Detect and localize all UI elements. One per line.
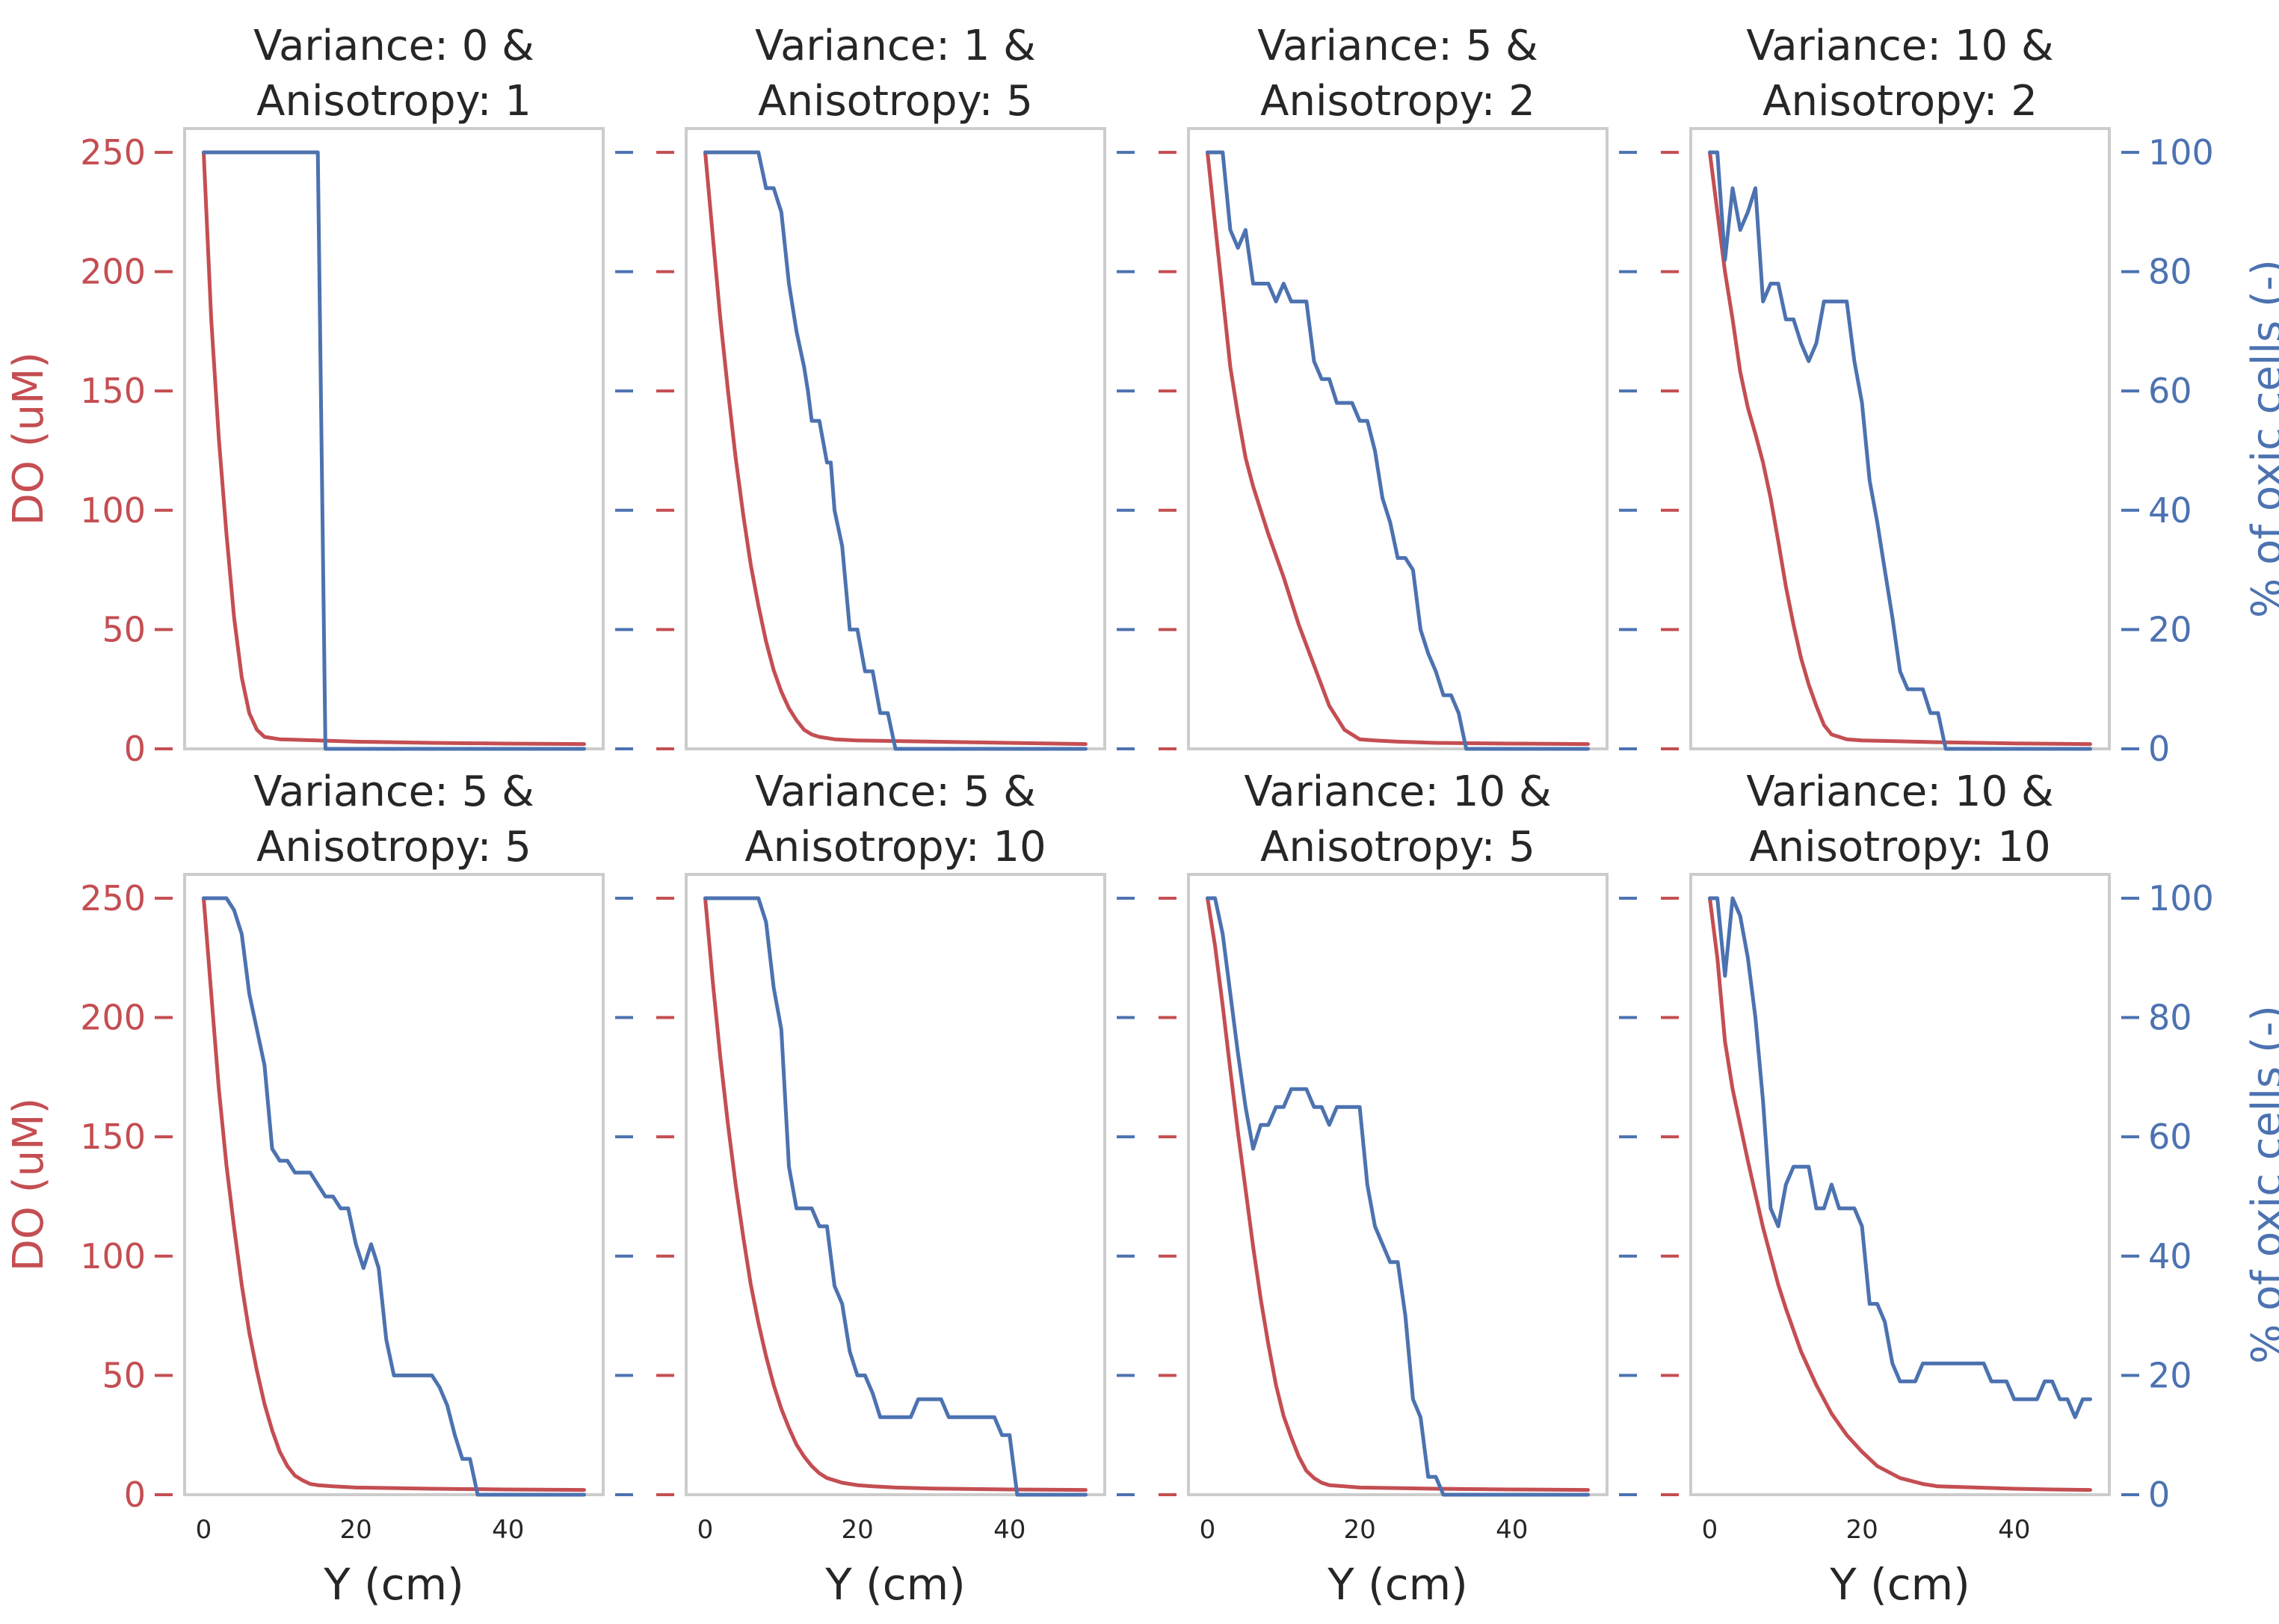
left-tick-label: 200 (80, 252, 146, 292)
x-tick-label: 40 (993, 1515, 1026, 1545)
y-axis-label-right: % of oxic cells (-) (2243, 259, 2279, 618)
left-tick-label: 200 (80, 998, 146, 1038)
plot-frame (685, 127, 1106, 750)
chart-panel-2: Variance: 1 & Anisotropy: 5 (656, 22, 1135, 751)
right-tick-label: 80 (2148, 998, 2192, 1038)
chart-panel-3: Variance: 5 & Anisotropy: 2 (1159, 22, 1637, 751)
right-tick-label: 40 (2148, 490, 2192, 531)
chart-panel-4: Variance: 10 & Anisotropy: 2 0 20 40 60 80 100%… (1661, 22, 2279, 769)
plot-frame (685, 873, 1106, 1496)
do-series-line (703, 150, 1088, 747)
panel-title-line2: Anisotropy: 5 (758, 77, 1033, 126)
panel-title-line1: Variance: 5 & (755, 768, 1036, 816)
panel-title-line1: Variance: 5 & (1257, 22, 1538, 70)
left-tick-label: 50 (102, 1355, 146, 1395)
oxic-series-line (202, 896, 586, 1497)
x-tick-label: 0 (1702, 1515, 1718, 1545)
panel-title-line2: Anisotropy: 5 (256, 823, 531, 871)
left-tick-label: 250 (80, 878, 146, 918)
right-tick-label: 20 (2148, 609, 2192, 649)
x-tick-label: 20 (1845, 1515, 1878, 1545)
x-axis-label: Y (cm) (1829, 1559, 1970, 1610)
x-tick-label: 0 (697, 1515, 714, 1545)
right-tick-label: 0 (2148, 1475, 2170, 1515)
x-tick-label: 0 (196, 1515, 212, 1545)
y-axis-label-right: % of oxic cells (-) (2243, 1005, 2279, 1364)
plot-frame (1187, 127, 1609, 750)
left-tick-label: 50 (102, 609, 146, 649)
right-tick-label: 0 (2148, 729, 2170, 769)
plot-frame (1187, 873, 1609, 1496)
panel-title-line1: Variance: 10 & (1244, 768, 1551, 816)
do-series-line (1708, 150, 2092, 747)
x-tick-label: 20 (841, 1515, 873, 1545)
right-tick-label: 20 (2148, 1355, 2192, 1395)
right-tick-label: 100 (2148, 878, 2214, 918)
oxic-series-line (1206, 896, 1590, 1497)
panel-title-line1: Variance: 10 & (1746, 768, 2053, 816)
panel-title-line1: Variance: 0 & (253, 22, 534, 70)
do-series-line (703, 896, 1088, 1492)
left-tick-label: 100 (80, 1236, 146, 1276)
x-tick-label: 20 (339, 1515, 371, 1545)
panel-title-line1: Variance: 1 & (755, 22, 1036, 70)
left-tick-label: 0 (124, 1475, 146, 1515)
panel-title-line2: Anisotropy: 10 (744, 823, 1046, 871)
chart-panel-7: Variance: 10 & Anisotropy: 5 0 20 40 Y (cm) (1159, 768, 1637, 1610)
plot-frame (1689, 873, 2111, 1496)
panel-title-line2: Anisotropy: 10 (1749, 823, 2050, 871)
do-series-line (1206, 150, 1590, 747)
left-tick-label: 0 (124, 729, 146, 769)
oxic-series-line (1708, 896, 2092, 1419)
x-tick-label: 40 (1496, 1515, 1528, 1545)
right-tick-label: 40 (2148, 1236, 2192, 1276)
plot-frame (1689, 127, 2111, 750)
do-series-line (1708, 896, 2092, 1492)
panel-title-line2: Anisotropy: 2 (1260, 77, 1535, 126)
left-tick-label: 250 (80, 132, 146, 173)
right-tick-label: 60 (2148, 1117, 2192, 1157)
x-tick-label: 40 (492, 1515, 524, 1545)
x-axis-label: Y (cm) (1327, 1559, 1468, 1610)
oxic-series-line (703, 150, 1088, 751)
x-tick-label: 20 (1343, 1515, 1375, 1545)
do-series-line (202, 150, 586, 747)
oxic-series-line (1206, 150, 1590, 751)
plot-frame (183, 127, 605, 750)
chart-panel-1: Variance: 0 & Anisotropy: 1 0 50 100 150 200 25… (4, 22, 633, 769)
left-tick-label: 150 (80, 1117, 146, 1157)
left-tick-label: 150 (80, 371, 146, 411)
panel-title-line1: Variance: 5 & (253, 768, 534, 816)
chart-panel-6: Variance: 5 & Anisotropy: 10 0 20 40 Y (cm) (656, 768, 1135, 1610)
right-tick-label: 80 (2148, 252, 2192, 292)
x-tick-label: 40 (1998, 1515, 2030, 1545)
chart-panels: Variance: 0 &Anisotropy: 105010015020025… (4, 22, 2279, 1610)
right-tick-label: 100 (2148, 132, 2214, 173)
plot-frame (183, 873, 605, 1496)
do-series-line (1206, 896, 1590, 1492)
y-axis-label-left: DO (uM) (4, 1098, 53, 1272)
right-tick-label: 60 (2148, 371, 2192, 411)
left-tick-label: 100 (80, 490, 146, 531)
chart-panel-8: Variance: 10 & Anisotropy: 10 0 20 40 60 80 100… (1661, 768, 2279, 1610)
oxic-series-line (1708, 150, 2092, 751)
oxic-series-line (202, 150, 586, 751)
x-tick-label: 0 (1200, 1515, 1216, 1545)
y-axis-label-left: DO (uM) (4, 352, 53, 526)
oxic-series-line (703, 896, 1088, 1497)
panel-title-line2: Anisotropy: 1 (256, 77, 531, 126)
panel-title-line2: Anisotropy: 2 (1763, 77, 2038, 126)
chart-panel-5: Variance: 5 &Anisotropy: 505010015020025… (4, 768, 633, 1610)
do-series-line (202, 896, 586, 1492)
x-axis-label: Y (cm) (824, 1559, 966, 1610)
panel-title-line1: Variance: 10 & (1746, 22, 2053, 70)
panel-title-line2: Anisotropy: 5 (1260, 823, 1535, 871)
x-axis-label: Y (cm) (323, 1559, 464, 1610)
